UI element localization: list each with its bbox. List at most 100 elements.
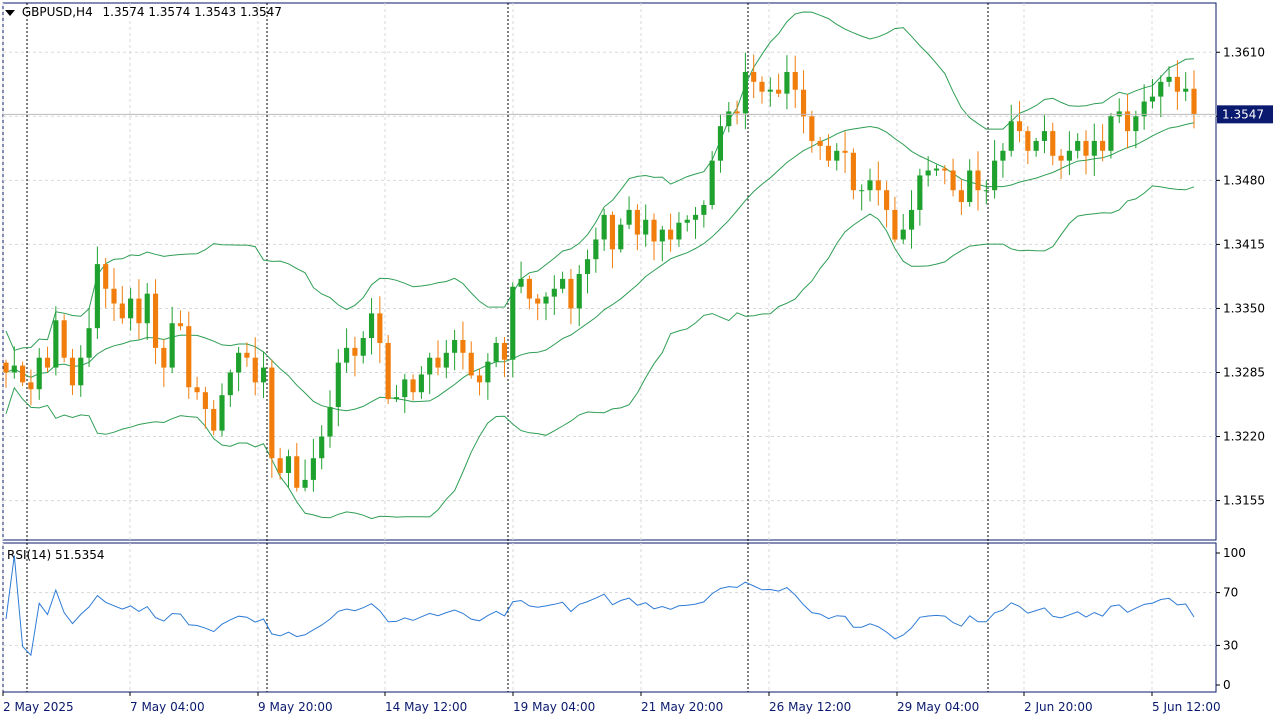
candle-body bbox=[800, 89, 807, 117]
candle-body bbox=[709, 160, 715, 205]
candle-body bbox=[161, 347, 167, 368]
rsi-tick-label: 70 bbox=[1223, 586, 1238, 600]
candle-body bbox=[1075, 140, 1081, 151]
candle-body bbox=[759, 81, 765, 92]
candle-body bbox=[908, 209, 915, 230]
candle-body bbox=[119, 303, 125, 319]
candle-body bbox=[418, 374, 424, 393]
time-tick-label: 29 May 04:00 bbox=[897, 700, 979, 714]
candle-body bbox=[501, 342, 508, 360]
price-tick-label: 1.3415 bbox=[1223, 237, 1265, 251]
candle-body bbox=[302, 479, 308, 488]
rsi-line bbox=[5, 555, 1195, 657]
candle-body bbox=[377, 313, 383, 343]
candle-body bbox=[186, 326, 192, 388]
candle-body bbox=[227, 372, 233, 396]
candle-body bbox=[626, 209, 632, 225]
symbol-label: GBPUSD,H4 bbox=[21, 5, 93, 19]
candle-body bbox=[560, 278, 566, 289]
candle-body bbox=[510, 286, 516, 360]
candle-body bbox=[568, 278, 574, 309]
candle-body bbox=[44, 357, 51, 368]
candle-body bbox=[1183, 88, 1189, 92]
candle-body bbox=[78, 357, 84, 386]
price-pane-frame bbox=[2, 2, 1217, 541]
time-tick-label: 2 May 2025 bbox=[3, 700, 74, 714]
candle-body bbox=[352, 347, 358, 356]
candle-body bbox=[1124, 111, 1131, 132]
candle-body bbox=[368, 313, 375, 339]
candle-body bbox=[219, 395, 225, 431]
candle-body bbox=[834, 150, 840, 161]
candle-body bbox=[1141, 101, 1147, 117]
candle-body bbox=[975, 170, 981, 191]
candle-body bbox=[11, 365, 17, 373]
candle-body bbox=[1149, 96, 1156, 102]
candle-body bbox=[684, 219, 690, 223]
candle-body bbox=[767, 89, 773, 92]
rsi-pane-frame bbox=[2, 542, 1217, 693]
bollinger-lower bbox=[5, 185, 1195, 520]
candle-body bbox=[1016, 121, 1023, 132]
candle-body bbox=[476, 375, 483, 383]
candle-body bbox=[111, 288, 117, 304]
candle-body bbox=[809, 116, 815, 141]
candle-body bbox=[144, 293, 150, 324]
candle-body bbox=[751, 71, 757, 82]
candle-body bbox=[825, 145, 832, 161]
candle-body bbox=[269, 367, 275, 459]
candle-body bbox=[1091, 140, 1097, 156]
candle-body bbox=[194, 387, 200, 393]
bollinger-middle bbox=[5, 122, 1195, 412]
candle-body bbox=[543, 296, 549, 304]
candle-body bbox=[385, 342, 391, 400]
candle-body bbox=[842, 150, 848, 153]
candle-body bbox=[443, 352, 449, 368]
symbol-menu-icon[interactable] bbox=[5, 9, 15, 16]
candle-body bbox=[452, 339, 458, 353]
candle-body bbox=[69, 357, 76, 386]
candle-body bbox=[584, 259, 591, 274]
candle-body bbox=[485, 361, 491, 383]
candle-body bbox=[169, 323, 175, 368]
candle-body bbox=[152, 293, 159, 348]
candle-body bbox=[86, 328, 92, 358]
candle-body bbox=[726, 111, 732, 127]
candle-body bbox=[410, 379, 416, 393]
candle-body bbox=[792, 71, 798, 90]
candle-body bbox=[734, 111, 740, 114]
candle-body bbox=[850, 152, 856, 191]
candle-body bbox=[335, 362, 341, 407]
candle-body bbox=[294, 456, 300, 488]
candle-body bbox=[260, 367, 267, 383]
candle-body bbox=[1174, 76, 1180, 92]
candle-body bbox=[1166, 76, 1172, 82]
candle-body bbox=[526, 278, 532, 299]
candle-body bbox=[925, 170, 931, 176]
candle-body bbox=[917, 175, 923, 210]
candle-body bbox=[884, 190, 890, 210]
candle-body bbox=[435, 357, 441, 368]
candle-body bbox=[1008, 121, 1014, 151]
candle-body bbox=[319, 436, 325, 459]
candle-body bbox=[460, 339, 466, 353]
candle-body bbox=[1158, 81, 1164, 97]
candle-body bbox=[518, 278, 524, 287]
candle-body bbox=[493, 342, 499, 362]
last-price-tag bbox=[1217, 105, 1273, 124]
candle-body bbox=[252, 357, 258, 383]
candle-body bbox=[1050, 131, 1056, 156]
candle-body bbox=[3, 362, 9, 373]
candle-body bbox=[867, 180, 873, 191]
candle-body bbox=[1033, 140, 1039, 151]
price-tick-label: 1.3480 bbox=[1223, 173, 1265, 187]
price-tick-label: 1.3350 bbox=[1223, 301, 1265, 315]
candle-body bbox=[634, 209, 640, 235]
candle-body bbox=[784, 71, 790, 94]
time-tick-label: 19 May 04:00 bbox=[513, 700, 595, 714]
candle-body bbox=[177, 323, 184, 327]
time-tick-label: 5 Jun 12:00 bbox=[1152, 700, 1221, 714]
candle-body bbox=[136, 298, 142, 324]
candle-body bbox=[942, 168, 948, 171]
